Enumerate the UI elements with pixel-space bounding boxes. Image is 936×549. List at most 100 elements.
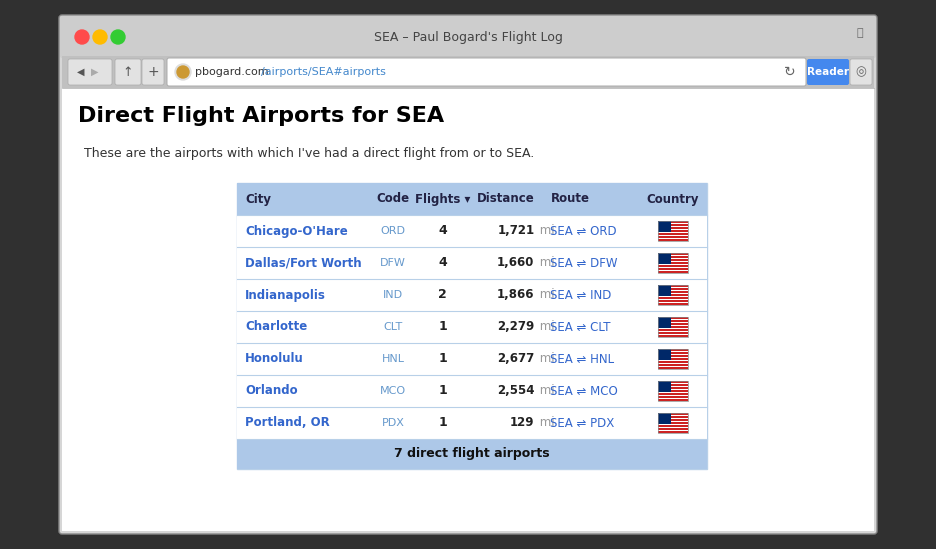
Text: Country: Country — [647, 193, 699, 205]
Text: 1: 1 — [438, 352, 447, 366]
Bar — [658, 413, 688, 414]
Bar — [658, 425, 688, 427]
Bar — [658, 349, 688, 369]
Text: 4: 4 — [438, 225, 447, 238]
Text: 2,279: 2,279 — [497, 321, 534, 333]
Bar — [658, 265, 688, 267]
Bar — [658, 322, 688, 323]
Bar — [658, 253, 688, 273]
Bar — [658, 384, 688, 385]
Bar — [658, 331, 688, 332]
Bar — [658, 326, 688, 328]
Text: SEA ⇌ ORD: SEA ⇌ ORD — [550, 225, 617, 238]
Bar — [658, 270, 688, 271]
Bar — [658, 256, 688, 257]
Bar — [658, 354, 688, 355]
Bar — [658, 253, 670, 264]
FancyBboxPatch shape — [142, 59, 164, 85]
Bar — [658, 259, 688, 261]
Bar — [658, 300, 688, 302]
Text: 2,677: 2,677 — [497, 352, 534, 366]
Text: Reader: Reader — [807, 67, 849, 77]
Bar — [658, 317, 670, 328]
Text: +: + — [147, 65, 159, 79]
Bar — [658, 224, 688, 226]
Text: pbogard.com: pbogard.com — [195, 67, 269, 77]
Bar — [658, 257, 688, 259]
Bar — [658, 221, 688, 241]
Bar — [237, 247, 707, 279]
Text: mi: mi — [536, 352, 555, 366]
Text: ▶: ▶ — [91, 67, 99, 77]
Bar — [237, 183, 707, 469]
Text: City: City — [245, 193, 271, 205]
Bar — [658, 393, 688, 395]
Text: mi: mi — [536, 321, 555, 333]
Bar — [658, 294, 688, 296]
Text: mi: mi — [536, 256, 555, 270]
Bar — [658, 361, 688, 363]
Bar — [658, 395, 688, 396]
FancyBboxPatch shape — [850, 59, 872, 85]
Text: SEA ⇌ IND: SEA ⇌ IND — [550, 289, 612, 301]
FancyBboxPatch shape — [68, 59, 112, 85]
Bar — [658, 304, 688, 305]
Text: SEA – Paul Bogard's Flight Log: SEA – Paul Bogard's Flight Log — [373, 31, 563, 43]
Text: These are the airports with which I've had a direct flight from or to SEA.: These are the airports with which I've h… — [84, 148, 534, 160]
Text: 1,660: 1,660 — [497, 256, 534, 270]
Bar — [658, 230, 688, 232]
Bar — [658, 396, 688, 398]
Bar — [658, 324, 688, 326]
Text: IND: IND — [383, 290, 403, 300]
Bar — [658, 255, 688, 256]
Bar — [658, 334, 688, 335]
Circle shape — [177, 66, 189, 78]
Bar — [658, 414, 688, 416]
Bar — [658, 381, 670, 392]
Bar — [658, 390, 688, 392]
Bar — [658, 332, 688, 334]
FancyBboxPatch shape — [115, 59, 141, 85]
Text: Dallas/Fort Worth: Dallas/Fort Worth — [245, 256, 361, 270]
Bar — [658, 227, 688, 229]
Bar — [658, 357, 688, 358]
Text: DFW: DFW — [380, 258, 406, 268]
Bar — [658, 291, 688, 293]
Text: Honolulu: Honolulu — [245, 352, 304, 366]
Bar — [658, 349, 670, 360]
Text: 2: 2 — [438, 289, 447, 301]
Text: ORD: ORD — [381, 226, 406, 236]
Bar — [658, 366, 688, 367]
Bar — [658, 355, 688, 357]
Bar — [658, 239, 688, 241]
Bar — [658, 221, 670, 232]
Text: mi: mi — [536, 417, 555, 429]
Bar — [658, 238, 688, 239]
Bar — [658, 421, 688, 422]
Bar — [658, 398, 688, 400]
Bar — [658, 363, 688, 365]
Bar — [658, 416, 688, 418]
Bar — [658, 381, 688, 401]
Bar — [658, 264, 688, 265]
Bar — [658, 296, 688, 298]
Circle shape — [93, 30, 107, 44]
Bar — [658, 268, 688, 270]
Text: 1,721: 1,721 — [497, 225, 534, 238]
Bar — [237, 375, 707, 407]
Bar — [658, 383, 688, 384]
Bar — [658, 235, 688, 237]
Bar — [658, 358, 688, 360]
Bar — [658, 419, 688, 421]
Bar — [658, 432, 688, 433]
Bar — [658, 233, 688, 235]
Bar — [658, 413, 670, 424]
Bar — [658, 367, 688, 369]
Bar — [658, 329, 688, 331]
Bar — [658, 293, 688, 294]
Bar — [658, 424, 688, 425]
Bar — [62, 88, 874, 531]
Text: 1: 1 — [438, 321, 447, 333]
FancyBboxPatch shape — [60, 16, 876, 58]
Bar — [237, 439, 707, 469]
